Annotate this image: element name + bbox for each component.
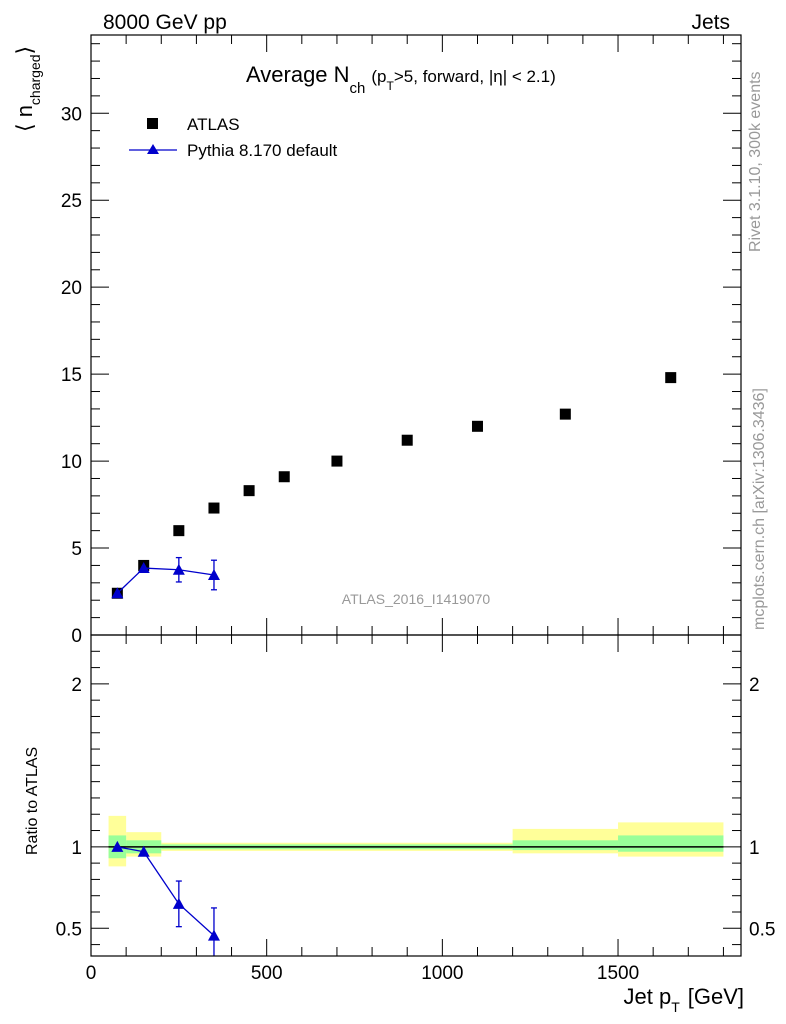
ratio-y-tick-labels: 0.5 0.5 1 1 2 2 xyxy=(56,675,776,940)
atlas-data-point xyxy=(243,485,255,497)
y-tick-label: 30 xyxy=(61,104,82,125)
x-tick-label: 500 xyxy=(251,963,283,984)
ratio-y-tick-label: 1 xyxy=(71,838,82,859)
x-label-unit: [GeV] xyxy=(688,984,744,1009)
x-axis-label: Jet pT [GeV] xyxy=(623,984,744,1015)
ratio-y-tick-label-right: 2 xyxy=(749,675,760,696)
ratio-y-tick-label: 0.5 xyxy=(56,919,82,940)
plot-title: Average Nch (pT>5, forward, |η| < 2.1) xyxy=(246,62,556,97)
ratio-y-tick-label-right: 0.5 xyxy=(749,919,775,940)
y-tick-label: 5 xyxy=(71,539,82,560)
ratio-y-tick-label-right: 1 xyxy=(749,838,760,859)
y-label-subscript: charged xyxy=(27,54,43,105)
title-main: Average N xyxy=(246,62,350,87)
atlas-data-point xyxy=(173,525,185,537)
legend: ATLAS Pythia 8.170 default xyxy=(129,115,338,160)
x-label-main: Jet p xyxy=(623,984,671,1009)
main-data-layer xyxy=(111,372,677,599)
y-tick-label: 10 xyxy=(61,452,82,473)
header-category-label: Jets xyxy=(691,11,730,34)
ratio-plot-frame xyxy=(90,634,742,957)
x-label-subscript: T xyxy=(671,999,680,1015)
ratio-data-layer xyxy=(108,815,724,956)
x-tick-label: 1500 xyxy=(597,963,639,984)
y-tick-label: 25 xyxy=(61,191,82,212)
atlas-data-point xyxy=(471,420,483,432)
ratio-axis-ticks xyxy=(90,635,741,956)
pythia-ratio-line xyxy=(117,846,215,937)
header-energy-label: 8000 GeV pp xyxy=(103,11,227,34)
title-suffix-1: (p xyxy=(371,67,386,86)
ratio-y-axis-label: Ratio to ATLAS xyxy=(24,747,41,855)
pythia-data-point xyxy=(111,587,124,599)
pythia-data-point xyxy=(207,569,220,580)
legend-pythia-marker xyxy=(147,144,159,154)
legend-atlas-marker xyxy=(147,118,158,129)
atlas-data-point xyxy=(401,434,413,446)
legend-pythia-label: Pythia 8.170 default xyxy=(187,141,338,160)
legend-atlas-label: ATLAS xyxy=(187,115,240,134)
rivet-version-label: Rivet 3.1.10, 300k events xyxy=(747,71,764,252)
main-y-tick-labels: 0 5 10 15 20 25 30 xyxy=(61,104,82,647)
mcplots-reference-label: mcplots.cern.ch [arXiv:1306.3436] xyxy=(751,388,768,630)
title-subscript: ch xyxy=(350,80,366,97)
atlas-uncertainty-band-inner xyxy=(512,840,619,851)
title-suffix-2: >5, forward, |η| < 2.1) xyxy=(394,67,556,86)
x-tick-label: 1000 xyxy=(421,963,463,984)
pythia-ratio-point xyxy=(111,840,124,852)
pythia-ratio-point xyxy=(137,845,150,857)
pythia-data-point xyxy=(172,563,185,575)
atlas-data-point xyxy=(278,471,290,483)
pythia-data-point xyxy=(137,562,150,574)
y-tick-label: 0 xyxy=(71,626,82,647)
x-tick-labels: 0 500 1000 1500 xyxy=(86,963,639,984)
y-label-close: ⟩ xyxy=(12,46,37,55)
pythia-ratio-point xyxy=(207,929,220,941)
ratio-y-tick-label: 2 xyxy=(71,675,82,696)
main-y-axis-label: ⟨ ncharged⟩ xyxy=(12,46,43,132)
atlas-data-point xyxy=(331,455,343,467)
analysis-watermark: ATLAS_2016_I1419070 xyxy=(342,591,491,607)
pythia-ratio-point xyxy=(172,897,185,909)
y-label-main: ⟨ n xyxy=(12,105,37,132)
atlas-data-point xyxy=(665,372,677,384)
title-suffix-subscript: T xyxy=(387,79,395,93)
ratio-plot-panel: 0.5 0.5 1 1 2 2 0 500 1000 1500 Ratio to ATLAS J… xyxy=(24,634,776,1015)
main-plot-panel: 0 5 10 15 20 25 30 Average Nch (pT>5, forward, … xyxy=(12,34,742,647)
atlas-data-point xyxy=(208,502,220,514)
atlas-data-point xyxy=(559,408,571,420)
x-tick-label: 0 xyxy=(86,963,97,984)
y-tick-label: 15 xyxy=(61,365,82,386)
pythia-line xyxy=(116,567,215,594)
y-tick-label: 20 xyxy=(61,278,82,299)
atlas-uncertainty-band-inner xyxy=(618,835,724,852)
